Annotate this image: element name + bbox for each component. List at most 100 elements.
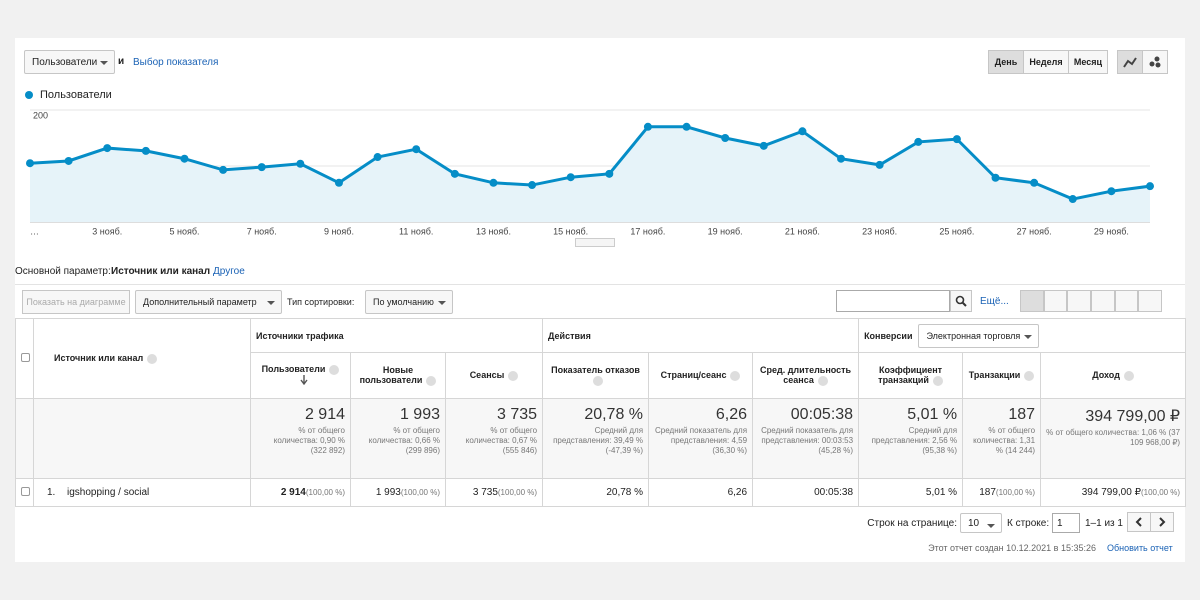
created-note: Этот отчет создан 10.12.2021 в 15:35:26 — [928, 543, 1096, 553]
line-chart-toggle[interactable] — [1117, 50, 1143, 74]
view-button[interactable] — [1138, 290, 1163, 312]
secondary-dimension-select[interactable]: Дополнительный параметр — [135, 290, 282, 314]
search-input[interactable] — [836, 290, 950, 312]
row-cell: 187(100,00 %) — [962, 478, 1042, 507]
help-icon[interactable] — [1024, 370, 1035, 381]
point — [682, 122, 691, 131]
point — [103, 144, 112, 153]
period-button[interactable]: Месяц — [1068, 50, 1108, 74]
help-icon[interactable] — [932, 375, 943, 386]
x-tick-label: 25 нояб. — [939, 226, 974, 236]
help-icon[interactable] — [508, 370, 519, 381]
group-title: Конверсии — [864, 330, 913, 341]
point — [875, 160, 884, 169]
total-note: Средний показатель для представления: 4,… — [655, 426, 748, 455]
point — [141, 146, 150, 155]
total-note: % от общего количества: 0,67 % (555 846) — [465, 426, 538, 455]
point — [914, 137, 923, 146]
help-icon[interactable] — [817, 375, 828, 386]
view-button[interactable] — [1067, 290, 1092, 312]
conversion-select[interactable]: Электронная торговля — [918, 323, 1040, 348]
cell-percent: (100,00 %) — [497, 488, 538, 497]
total-note: % от общего количества: 1,31 % (14 244) — [973, 426, 1036, 455]
motion-chart-toggle[interactable] — [1142, 50, 1168, 74]
help-icon[interactable] — [1123, 370, 1134, 381]
sort-label: Тип сортировки: — [287, 297, 355, 307]
row-name[interactable]: igshopping / social — [67, 487, 150, 498]
view-button[interactable] — [1020, 290, 1044, 312]
total-note: % от общего количества: 0,66 % (299 896) — [368, 426, 440, 455]
help-icon[interactable] — [329, 364, 340, 375]
metric-select[interactable]: Пользователи — [24, 50, 115, 74]
more-link[interactable]: Ещё... — [980, 296, 1009, 307]
help-icon[interactable] — [592, 375, 603, 386]
empty-cell — [33, 398, 251, 479]
plot-rows-button[interactable]: Показать на диаграмме — [22, 290, 130, 314]
checkbox[interactable] — [21, 486, 30, 496]
refresh-link[interactable]: Обновить отчет — [1107, 543, 1173, 553]
column-header[interactable]: Коэффициент транзакций — [858, 352, 964, 399]
help-icon[interactable] — [426, 375, 437, 386]
total-cell: 00:05:38 Средний показатель для представл… — [752, 398, 860, 479]
row-cell: 394 799,00 ₽(100,00 %) — [1040, 478, 1187, 507]
help-icon[interactable] — [147, 353, 158, 364]
column-header[interactable]: Пользователи — [250, 352, 351, 399]
rows-per-page-label: Строк на странице: — [867, 518, 957, 529]
choose-metric-link[interactable]: Выбор показателя — [133, 57, 219, 68]
row-index: 1. — [47, 487, 56, 498]
column-header-text: Страниц/сеанс — [660, 370, 727, 381]
column-header-text: Пользователи — [261, 364, 326, 375]
dimension-other[interactable]: Другое — [213, 266, 245, 277]
total-cell: 394 799,00 ₽ % от общего количества: 1,06… — [1040, 398, 1187, 479]
next-page[interactable] — [1150, 512, 1174, 532]
column-header[interactable]: Доход — [1040, 352, 1187, 399]
point — [528, 181, 537, 190]
column-header[interactable]: Новые пользователи — [350, 352, 446, 399]
period-button[interactable]: Неделя — [1023, 50, 1069, 74]
checkbox[interactable] — [21, 353, 30, 362]
column-header-text: Новые пользователи — [359, 365, 423, 386]
cell-percent: (100,00 %) — [305, 488, 345, 497]
x-tick-label: 27 нояб. — [1017, 226, 1052, 236]
prev-page[interactable] — [1127, 512, 1151, 532]
column-header-text: Транзакции — [968, 370, 1021, 381]
dimension-active[interactable]: Источник или канал — [111, 266, 211, 277]
view-button[interactable] — [1114, 290, 1139, 312]
sort-select[interactable]: По умолчанию — [365, 290, 453, 314]
page-range: 1–1 из 1 — [1085, 518, 1123, 529]
column-header[interactable]: Страниц/сеанс — [648, 352, 754, 399]
total-value: 20,78 % — [584, 406, 644, 423]
total-cell: 20,78 % Средний для представления: 39,49 … — [542, 398, 650, 479]
column-header[interactable]: Сред. длительность сеанса — [752, 352, 860, 399]
column-header[interactable]: Транзакции — [962, 352, 1042, 399]
sort-arrow — [299, 374, 308, 387]
total-value: 3 735 — [496, 406, 538, 423]
x-tick-label: 9 нояб. — [324, 226, 354, 236]
total-value: 394 799,00 ₽ — [1085, 408, 1181, 425]
point — [1146, 182, 1154, 191]
view-button[interactable] — [1043, 290, 1068, 312]
row-cell: 20,78 % — [542, 478, 650, 507]
x-tick-label: 21 нояб. — [785, 226, 820, 236]
icon — [1123, 57, 1137, 68]
total-note: Средний для представления: 2,56 % (95,38… — [871, 426, 958, 455]
point — [1107, 187, 1116, 196]
total-note: % от общего количества: 1,06 % (37 109 9… — [1046, 428, 1181, 447]
cell-value: 1 993 — [375, 487, 401, 498]
total-note: Средний для представления: 39,49 % (-47,… — [553, 426, 644, 455]
view-button[interactable] — [1091, 290, 1115, 312]
point — [798, 127, 807, 136]
column-header[interactable]: Показатель отказов — [542, 352, 650, 399]
goto-input[interactable]: 1 — [1052, 513, 1080, 533]
data-table: Источник или канал Источники трафика Дейст… — [15, 318, 1187, 507]
help-icon[interactable] — [730, 370, 741, 381]
column-header[interactable]: Сеансы — [444, 352, 544, 399]
total-note: Средний показатель для представления: 00… — [761, 426, 854, 455]
data-row: 1. igshopping / social 2 914(100,00 %) 1 99… — [15, 478, 1187, 507]
period-button[interactable]: День — [988, 50, 1024, 74]
chart-collapse-handle[interactable] — [575, 238, 615, 247]
search-button[interactable] — [950, 290, 972, 312]
rows-per-page-select[interactable]: 10 — [960, 513, 1002, 533]
legend-label: Пользователи — [40, 89, 112, 101]
